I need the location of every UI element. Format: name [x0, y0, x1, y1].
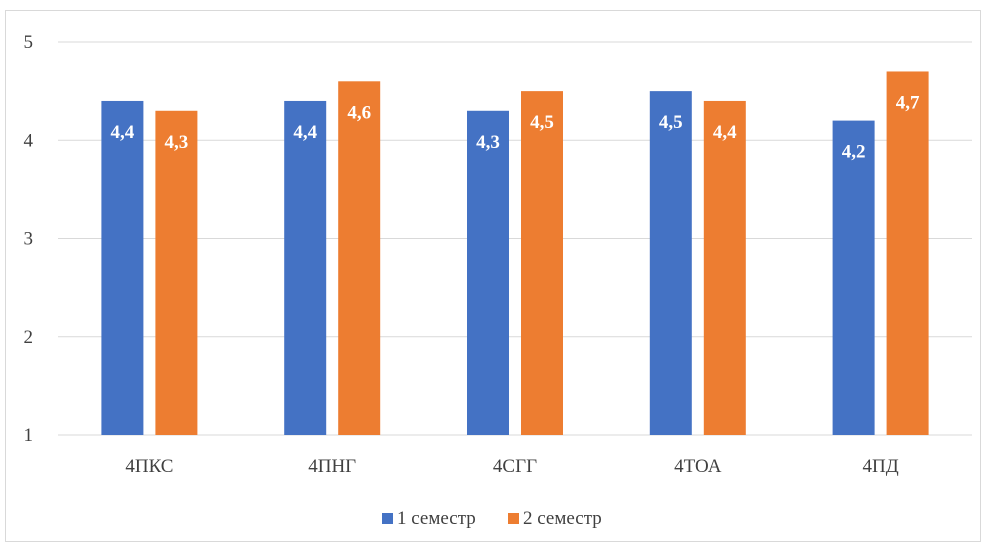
y-tick-label: 5 [24, 32, 34, 53]
legend-swatch [382, 513, 393, 524]
data-label: 4,3 [476, 132, 500, 153]
gridlines [58, 41, 972, 436]
bar-series-1 [649, 91, 692, 435]
category-label: 4ПКС [125, 456, 173, 477]
y-tick-label: 1 [24, 425, 34, 446]
y-tick-label: 4 [24, 130, 34, 151]
category-label: 4СГГ [493, 456, 537, 477]
bar-series-1 [101, 100, 144, 435]
bars: 4,4 4,3 4,4 4,6 4,3 4,5 4,5 4,4 4,2 4,7 [101, 71, 929, 436]
y-tick-label: 3 [24, 229, 34, 250]
legend-swatch [508, 513, 519, 524]
category-label: 4ПНГ [308, 456, 356, 477]
data-label: 4,3 [165, 132, 189, 153]
x-axis-labels: 4ПКС 4ПНГ 4СГГ 4ТОА 4ПД [125, 456, 898, 477]
bar-series-2 [521, 91, 563, 435]
bar-series-2 [703, 100, 746, 435]
bar-series-1 [832, 120, 875, 435]
data-label: 4,7 [896, 92, 920, 113]
bar-series-2 [886, 71, 929, 435]
y-axis-ticks: 1 2 3 4 5 [24, 32, 34, 446]
bar-series-2 [155, 110, 198, 436]
data-label: 4,2 [842, 142, 866, 163]
y-tick-label: 2 [24, 327, 34, 348]
data-label: 4,5 [659, 112, 683, 133]
category-label: 4ПД [863, 456, 899, 477]
bar-series-1 [467, 110, 509, 436]
data-label: 4,6 [347, 102, 371, 123]
legend-label: 2 семестр [523, 508, 602, 529]
bar-series-2 [338, 81, 381, 436]
category-label: 4ТОА [674, 456, 722, 477]
legend: 1 семестр 2 семестр [382, 508, 602, 529]
data-label: 4,5 [530, 112, 554, 133]
data-label: 4,4 [293, 122, 317, 143]
data-label: 4,4 [111, 122, 135, 143]
data-label: 4,4 [713, 122, 737, 143]
legend-label: 1 семестр [397, 508, 476, 529]
bar-series-1 [284, 100, 327, 435]
